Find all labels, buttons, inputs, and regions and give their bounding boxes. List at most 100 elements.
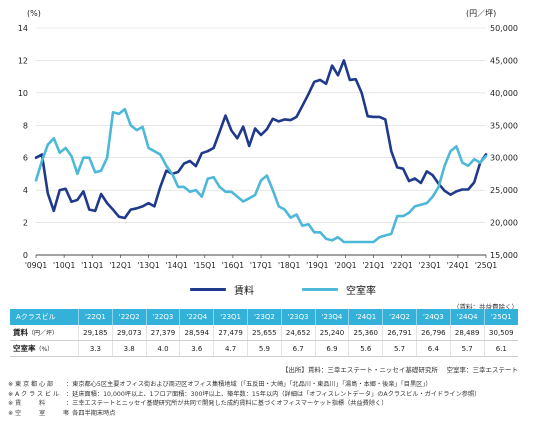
chart-legend: 賃料 空室率 [0, 282, 536, 298]
footnote-text: ：東京都心5区主要オフィス街および周辺区オフィス集積地域（「五反田・大崎」「北品… [66, 381, 432, 388]
y-right-tick-label: 40,000 [490, 89, 518, 98]
footnote-label: ※賃 料 [8, 400, 47, 408]
x-tick-label: '09Q1 [25, 261, 48, 270]
table-header-quarter: '24Q1 [348, 309, 384, 325]
table-cell: 29,073 [112, 325, 147, 341]
table-cell: 25,655 [247, 325, 282, 341]
y-right-tick-label: 50,000 [490, 24, 518, 33]
x-tick-label: '16Q1 [222, 261, 245, 270]
table-cell: 5.7 [450, 340, 485, 357]
footnotes: ※東京都心部 ：東京都心5区主要オフィス街および周辺区オフィス集積地域（「五反田・… [8, 380, 480, 418]
line-chart: 0 2 4 6 8 10 12 14 15,000 20,000 25,000 30,000 35,0… [18, 9, 518, 270]
x-tick-label: '12Q1 [109, 261, 132, 270]
y-left-tick-label: 14 [18, 24, 28, 33]
table-cell: 6.9 [315, 340, 350, 357]
table-cell: 5.9 [247, 340, 282, 357]
series-line-rent [34, 59, 488, 220]
series-lines [34, 59, 488, 244]
table-cell: 3.6 [179, 340, 215, 357]
y-left-tick-label: 6 [23, 154, 28, 163]
y-right-tick-label: 30,000 [490, 154, 518, 163]
x-tick-label: '18Q1 [278, 261, 301, 270]
table-cell: 3.8 [112, 340, 147, 357]
x-tick-label: '11Q1 [81, 261, 104, 270]
legend-swatch-vacancy [302, 288, 338, 291]
y-left-tick-label: 0 [23, 251, 28, 260]
x-tick-label: '20Q1 [334, 261, 357, 270]
table-header-quarter: '24Q4 [450, 309, 485, 325]
footnote-text: ：各四半期末時点 [66, 409, 116, 417]
table-cell: 5.7 [382, 340, 417, 357]
y-left-tick-label: 4 [23, 186, 28, 195]
table-header-quarter: '23Q1 [213, 309, 248, 325]
table-row: 空室率（%） 3.3 3.8 4.0 3.6 4.7 5.9 6.7 6.9 5.6 5.7 6.4 5… [10, 340, 518, 357]
x-tick-label: '13Q1 [137, 261, 160, 270]
table-header-quarter: '22Q2 [112, 309, 147, 325]
footnote-row: ※東京都心部 ：東京都心5区主要オフィス街および周辺区オフィス集積地域（「五反田・… [8, 380, 480, 390]
table-cell: 6.1 [484, 340, 518, 357]
table-header-quarter: '22Q1 [78, 309, 113, 325]
table-header-quarter: '22Q3 [146, 309, 181, 325]
x-tick-label: '24Q1 [447, 261, 470, 270]
legend-label-rent: 賃料 [234, 286, 254, 297]
table-unit-note: （賃料：共益費除く） [453, 303, 518, 311]
table-header-quarter: '23Q4 [315, 309, 350, 325]
table-cell: 26,791 [382, 325, 417, 341]
table-row: 賃料（円／坪） 29,185 29,073 27,379 28,594 27,479 25,… [10, 325, 518, 341]
left-axis-unit: (%) [27, 9, 41, 18]
table-header-quarter: '23Q3 [281, 309, 316, 325]
table-row-label: 空室率（%） [10, 340, 79, 357]
table-cell: 25,240 [315, 325, 350, 341]
x-tick-label: '19Q1 [306, 261, 329, 270]
footnote-label: ※空 室 率 [8, 409, 71, 417]
table-cell: 4.0 [146, 340, 181, 357]
table-row-unit: （%） [35, 346, 54, 353]
table-cell: 28,594 [179, 325, 215, 341]
table-cell: 6.7 [281, 340, 316, 357]
table-header-quarter: '24Q3 [416, 309, 451, 325]
x-tick-label: '15Q1 [194, 261, 217, 270]
y-right-tick-label: 25,000 [490, 186, 518, 195]
left-axis-ticks: 0 2 4 6 8 10 12 14 [18, 24, 28, 260]
y-right-tick-label: 15,000 [490, 251, 518, 260]
table-row-unit: （円／坪） [28, 330, 59, 337]
table-cell: 27,479 [213, 325, 248, 341]
x-tick-label: '10Q1 [53, 261, 76, 270]
table-cell: 27,379 [146, 325, 181, 341]
footnote-text: ：延床面積：10,000坪以上、1フロア面積：300坪以上、築年数：15年以内（… [66, 390, 481, 398]
legend-label-vacancy: 空室率 [346, 286, 376, 297]
table-header-row: Aクラスビル '22Q1'22Q2'22Q3'22Q4'23Q1'23Q2'23Q… [10, 309, 518, 325]
x-tick-label: '21Q1 [362, 261, 385, 270]
footnote-label: ※東京都心部 [8, 381, 55, 388]
source-note: 【出所】賃料：三幸エステート・ニッセイ基礎研究所 空室率：三幸エステート [281, 366, 518, 374]
y-right-tick-label: 35,000 [490, 121, 518, 130]
x-tick-label: '22Q1 [390, 261, 413, 270]
table-cell: 28,489 [450, 325, 485, 341]
table-cell: 3.3 [78, 340, 113, 357]
footnote-row: ※Aクラスビル ：延床面積：10,000坪以上、1フロア面積：300坪以上、築年数… [8, 390, 480, 400]
grid-lines [36, 27, 486, 256]
x-tick-label: '25Q1 [475, 261, 498, 270]
right-axis-unit: (円／坪) [466, 9, 496, 18]
table-cell: 24,652 [281, 325, 316, 341]
data-table: Aクラスビル '22Q1'22Q2'22Q3'22Q4'23Q1'23Q2'23Q… [10, 309, 518, 357]
x-tick-label: '14Q1 [165, 261, 188, 270]
right-axis-ticks: 15,000 20,000 25,000 30,000 35,000 40,000 45,0… [490, 24, 518, 260]
table-cell: 5.6 [348, 340, 384, 357]
table-header-quarter: '24Q2 [382, 309, 417, 325]
table-header-quarter: '23Q2 [247, 309, 282, 325]
table-header-label: Aクラスビル [10, 309, 79, 325]
table-cell: 25,360 [348, 325, 384, 341]
y-right-tick-label: 20,000 [490, 219, 518, 228]
footnote-row: ※空 室 率：各四半期末時点 [8, 409, 480, 419]
table-cell: 6.4 [416, 340, 451, 357]
y-left-tick-label: 12 [18, 56, 28, 65]
footnote-row: ※賃 料 ：三幸エステートとニッセイ基礎研究所が共同で開発した成約賃料に基づくオフ… [8, 399, 480, 409]
y-right-tick-label: 45,000 [490, 56, 518, 65]
table-header-quarter: '22Q4 [179, 309, 215, 325]
series-line-vacancy [34, 107, 488, 244]
legend-swatch-rent [190, 288, 226, 291]
footnote-label: ※Aクラスビル [8, 390, 61, 398]
table-row-label: 賃料（円／坪） [10, 325, 79, 341]
legend-item-vacancy: 空室率 [302, 282, 376, 297]
